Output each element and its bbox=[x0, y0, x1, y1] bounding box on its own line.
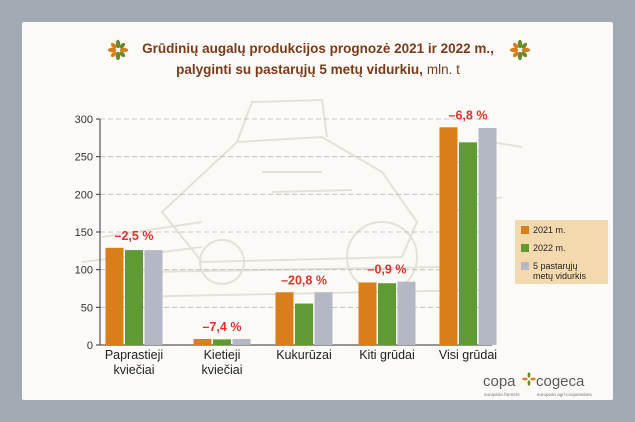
chart-title-line2: palyginti su pastarųjų 5 metų vidurkiu, m… bbox=[176, 62, 460, 77]
legend-swatch-3 bbox=[521, 262, 529, 270]
bar-2-series-1 bbox=[193, 338, 212, 345]
bar-4-series-3 bbox=[397, 281, 416, 345]
chart-card: Grūdinių augalų produkcijos prognozė 202… bbox=[22, 22, 613, 400]
left-flower-icon bbox=[107, 39, 129, 61]
change-label: –0,9 % bbox=[368, 263, 407, 277]
y-axis: 0 50 100 150 200 250 300 bbox=[75, 114, 492, 352]
logo-copa-subtitle: european farmers bbox=[484, 392, 520, 397]
logo-cogeca-subtitle: european agri-cooperatives bbox=[537, 392, 593, 397]
change-label: –7,4 % bbox=[203, 320, 242, 334]
logo-copa: copa bbox=[483, 373, 516, 390]
legend-label: metų vidurkis bbox=[533, 271, 587, 281]
bar-1-series-1 bbox=[105, 247, 124, 345]
change-label: –2,5 % bbox=[115, 229, 154, 243]
x-category-label: Kiti grūdai bbox=[359, 348, 415, 362]
bar-4-series-2 bbox=[378, 283, 396, 345]
legend-label: 5 pastarųjų bbox=[533, 261, 578, 271]
bar-5-series-2 bbox=[459, 142, 477, 345]
x-category-label: Visi grūdai bbox=[439, 348, 497, 362]
bar-2-series-2 bbox=[213, 339, 231, 345]
y-tick-label: 300 bbox=[75, 114, 93, 126]
x-category-label: Kukurūzai bbox=[276, 348, 332, 362]
bar-1-series-2 bbox=[125, 250, 143, 345]
y-tick-label: 0 bbox=[87, 340, 93, 352]
legend-label: 2021 m. bbox=[533, 225, 566, 235]
x-category-label: Kietieji bbox=[204, 348, 241, 362]
bar-3-series-3 bbox=[314, 292, 333, 345]
bar-2-series-3 bbox=[232, 338, 251, 345]
chart-title-line1: Grūdinių augalų produkcijos prognozė 202… bbox=[142, 41, 494, 56]
copa-cogeca-logo: copa cogeca european farmers european ag… bbox=[483, 372, 593, 397]
y-tick-label: 150 bbox=[75, 227, 93, 239]
x-category-label: Paprastieji bbox=[105, 348, 163, 362]
bar-3-series-2 bbox=[295, 303, 313, 345]
grain-production-chart: Grūdinių augalų produkcijos prognozė 202… bbox=[75, 39, 608, 397]
chart-title-unit: mln. t bbox=[427, 62, 460, 77]
x-category-label: kviečiai bbox=[202, 363, 243, 377]
y-tick-label: 200 bbox=[75, 189, 93, 201]
change-label: –6,8 % bbox=[449, 108, 488, 122]
chart-title-line2-main: palyginti su pastarųjų 5 metų vidurkiu, bbox=[176, 62, 423, 77]
bar-4-series-1 bbox=[358, 282, 377, 345]
bar-3-series-1 bbox=[275, 292, 294, 345]
legend-swatch-1 bbox=[521, 226, 529, 234]
x-category-label: kviečiai bbox=[114, 363, 155, 377]
bars bbox=[105, 127, 497, 345]
legend-swatch-2 bbox=[521, 244, 529, 252]
bar-5-series-3 bbox=[478, 128, 497, 345]
legend-label: 2022 m. bbox=[533, 243, 566, 253]
y-tick-label: 250 bbox=[75, 152, 93, 164]
y-tick-label: 100 bbox=[75, 265, 93, 277]
logo-star-icon bbox=[522, 372, 536, 386]
logo-cogeca: cogeca bbox=[536, 373, 585, 390]
y-tick-label: 50 bbox=[81, 302, 93, 314]
x-axis-labels: PaprastiejikviečiaiKietiejikviečiaiKukur… bbox=[105, 348, 497, 377]
legend-background bbox=[515, 220, 608, 284]
right-flower-icon bbox=[509, 39, 531, 61]
bar-1-series-3 bbox=[144, 250, 163, 345]
change-label: –20,8 % bbox=[281, 273, 327, 287]
change-labels: –2,5 % –7,4 % –20,8 % –0,9 % –6,8 % bbox=[115, 108, 488, 334]
bar-5-series-1 bbox=[439, 127, 458, 345]
